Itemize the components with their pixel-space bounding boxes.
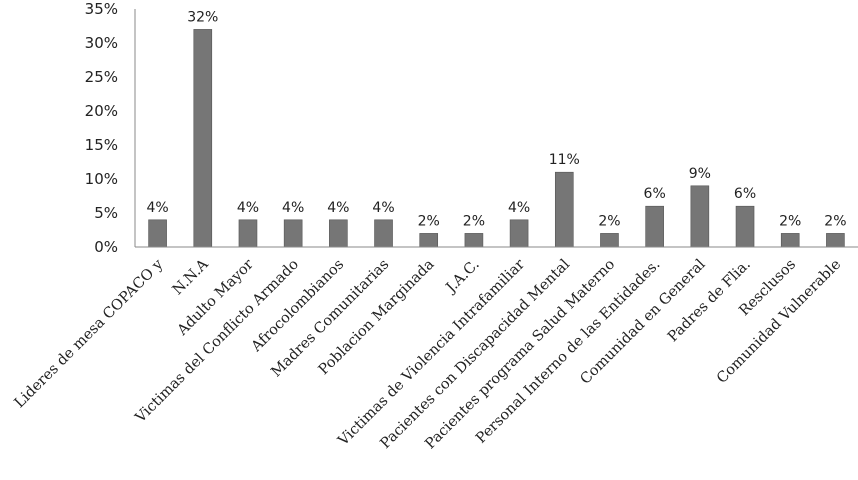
bar bbox=[283, 219, 303, 248]
y-tick-label: 10% bbox=[85, 170, 118, 188]
x-tick-label: Lideres de mesa COPACO y bbox=[12, 256, 167, 411]
y-tick-label: 35% bbox=[85, 0, 118, 18]
y-tick-label: 30% bbox=[85, 34, 118, 52]
data-label: 4% bbox=[508, 200, 530, 216]
data-label: 2% bbox=[824, 213, 846, 229]
bar bbox=[193, 29, 213, 248]
data-label: 9% bbox=[689, 166, 711, 182]
bar bbox=[826, 233, 845, 248]
data-label: 4% bbox=[372, 200, 394, 216]
bar bbox=[600, 233, 619, 248]
bar bbox=[238, 219, 258, 248]
bar bbox=[419, 233, 439, 248]
data-label: 2% bbox=[779, 213, 801, 229]
y-tick-label: 5% bbox=[94, 204, 118, 222]
data-label: 2% bbox=[418, 213, 440, 229]
data-label: 11% bbox=[549, 152, 580, 168]
x-tick-label: Adulto Mayor bbox=[174, 256, 257, 339]
data-label: 6% bbox=[734, 186, 756, 202]
x-tick-label: N.N.A bbox=[170, 256, 212, 298]
y-tick-label: 20% bbox=[85, 102, 118, 120]
data-label: 4% bbox=[146, 200, 168, 216]
data-label: 4% bbox=[282, 200, 304, 216]
x-tick-label: Padres de Flia. bbox=[665, 257, 754, 346]
bar bbox=[464, 233, 484, 248]
y-tick-label: 25% bbox=[85, 68, 118, 86]
bar bbox=[554, 171, 574, 248]
y-tick-label: 0% bbox=[94, 238, 118, 256]
bar bbox=[735, 205, 755, 248]
bar bbox=[645, 205, 664, 248]
bar bbox=[690, 185, 710, 248]
data-label: 2% bbox=[463, 213, 485, 229]
data-label: 32% bbox=[187, 9, 218, 25]
x-tick-label: Victimas del Conflicto Armado bbox=[132, 257, 302, 427]
bar bbox=[374, 219, 393, 248]
x-tick-label: J.A.C. bbox=[442, 257, 483, 298]
data-label: 2% bbox=[598, 213, 620, 229]
bar bbox=[148, 219, 167, 248]
y-tick-label: 15% bbox=[85, 136, 118, 154]
bar bbox=[780, 233, 800, 248]
data-label: 4% bbox=[327, 200, 349, 216]
bar bbox=[509, 219, 529, 248]
data-label: 6% bbox=[644, 186, 666, 202]
bar bbox=[329, 219, 348, 248]
data-label: 4% bbox=[237, 200, 259, 216]
